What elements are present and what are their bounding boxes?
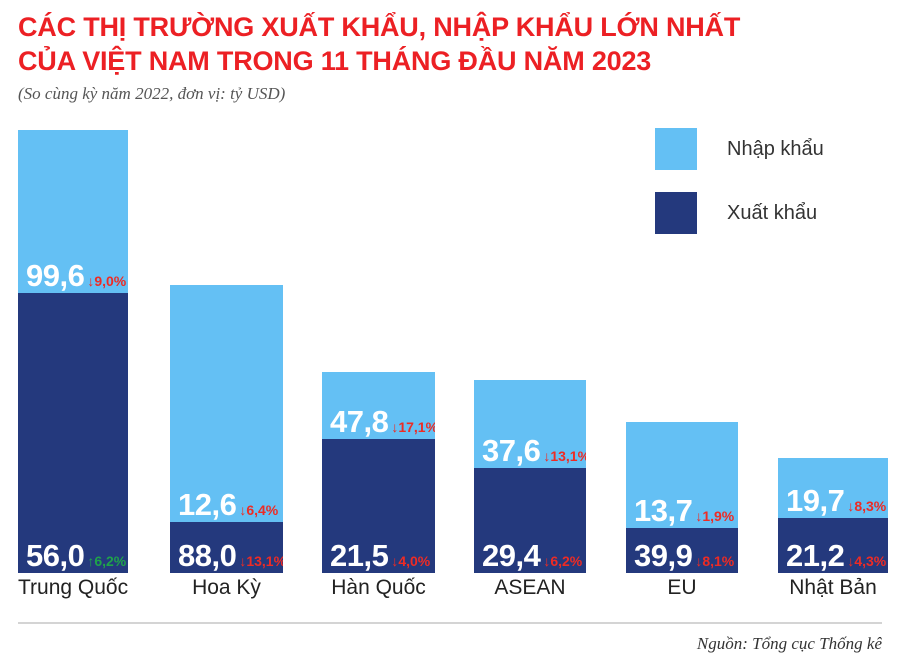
bar-label-import: 19,7 ↓8,3% — [786, 485, 886, 516]
bar-value-export: 21,5 — [330, 538, 389, 573]
bar-label-import: 99,6 ↓9,0% — [26, 260, 126, 291]
category-label: Hàn Quốc — [331, 576, 426, 599]
legend-swatch-import — [655, 128, 697, 170]
chart-legend: Nhập khẩu Xuất khẩu — [655, 128, 895, 256]
bar-label-export: 56,0 ↑6,2% — [26, 540, 126, 571]
bar-change-import: ↓17,1% — [391, 419, 435, 435]
bar-value-import: 99,6 — [26, 258, 85, 293]
bar-value-import: 19,7 — [786, 483, 845, 518]
bar-label-import: 12,6 ↓6,4% — [178, 489, 278, 520]
category-label: Nhật Bản — [789, 576, 877, 599]
bar-label-export: 21,2 ↓4,3% — [786, 540, 886, 571]
bar-label-import: 13,7 ↓1,9% — [634, 495, 734, 526]
bar-group[interactable]: 13,7 ↓1,9% 39,9 ↓8,1% — [626, 422, 738, 573]
legend-item-import: Nhập khẩu — [655, 128, 895, 170]
bar-label-import: 37,6 ↓13,1% — [482, 435, 586, 466]
chart-header: CÁC THỊ TRƯỜNG XUẤT KHẨU, NHẬP KHẨU LỚN … — [18, 10, 778, 104]
bar-segment-import[interactable]: 99,6 ↓9,0% — [18, 130, 128, 293]
category-label: EU — [667, 576, 697, 599]
bar-value-export: 21,2 — [786, 538, 845, 573]
category-label: Hoa Kỳ — [192, 576, 261, 599]
bar-segment-export[interactable]: 88,0 ↓13,1% — [170, 522, 283, 573]
bar-change-import: ↓13,1% — [543, 448, 586, 464]
bar-group[interactable]: 37,6 ↓13,1% 29,4 ↓6,2% — [474, 380, 586, 573]
bar-value-export: 88,0 — [178, 538, 237, 573]
bar-value-import: 13,7 — [634, 493, 693, 528]
bar-change-export: ↓4,0% — [391, 553, 431, 569]
bar-change-export: ↓13,1% — [239, 553, 283, 569]
bar-label-export: 29,4 ↓6,2% — [482, 540, 582, 571]
bar-group[interactable]: 12,6 ↓6,4% 88,0 ↓13,1% — [170, 285, 283, 573]
bar-change-import: ↓9,0% — [87, 273, 127, 289]
bar-change-import: ↓1,9% — [695, 508, 735, 524]
bar-label-export: 39,9 ↓8,1% — [634, 540, 734, 571]
legend-label-export: Xuất khẩu — [727, 201, 818, 224]
bar-group[interactable]: 19,7 ↓8,3% 21,2 ↓4,3% — [778, 458, 888, 573]
bar-group[interactable]: 47,8 ↓17,1% 21,5 ↓4,0% — [322, 372, 435, 573]
page-title-line-1: CÁC THỊ TRƯỜNG XUẤT KHẨU, NHẬP KHẨU LỚN … — [18, 12, 741, 42]
source-note: Nguồn: Tổng cục Thống kê — [696, 634, 882, 653]
bar-segment-import[interactable]: 12,6 ↓6,4% — [170, 285, 283, 522]
bar-change-export: ↓8,1% — [695, 553, 735, 569]
bar-segment-export[interactable]: 56,0 ↑6,2% — [18, 293, 128, 573]
bar-segment-export[interactable]: 29,4 ↓6,2% — [474, 468, 586, 573]
bar-value-import: 12,6 — [178, 487, 237, 522]
bar-value-import: 47,8 — [330, 404, 389, 439]
bar-change-export: ↓4,3% — [847, 553, 887, 569]
legend-label-import: Nhập khẩu — [727, 137, 824, 160]
category-label: ASEAN — [494, 576, 566, 599]
bar-segment-import[interactable]: 19,7 ↓8,3% — [778, 458, 888, 518]
bar-group[interactable]: 99,6 ↓9,0% 56,0 ↑6,2% — [18, 130, 128, 573]
bar-value-export: 56,0 — [26, 538, 85, 573]
legend-item-export: Xuất khẩu — [655, 192, 895, 234]
bar-segment-export[interactable]: 39,9 ↓8,1% — [626, 528, 738, 573]
category-label: Trung Quốc — [18, 576, 129, 599]
bar-segment-import[interactable]: 13,7 ↓1,9% — [626, 422, 738, 528]
chart-subtitle: (So cùng kỳ năm 2022, đơn vị: tỷ USD) — [18, 84, 286, 103]
bar-segment-import[interactable]: 47,8 ↓17,1% — [322, 372, 435, 439]
bar-label-export: 21,5 ↓4,0% — [330, 540, 430, 571]
category-axis: Trung Quốc Hoa Kỳ Hàn Quốc ASEAN EU Nhật Bản — [0, 576, 900, 610]
bar-label-export: 88,0 ↓13,1% — [178, 540, 283, 571]
footer-divider — [18, 622, 882, 624]
bar-change-import: ↓6,4% — [239, 502, 279, 518]
bar-change-import: ↓8,3% — [847, 498, 887, 514]
bar-value-import: 37,6 — [482, 433, 541, 468]
bar-value-export: 39,9 — [634, 538, 693, 573]
bar-label-import: 47,8 ↓17,1% — [330, 406, 435, 437]
bar-segment-export[interactable]: 21,2 ↓4,3% — [778, 518, 888, 573]
bar-segment-export[interactable]: 21,5 ↓4,0% — [322, 439, 435, 573]
bar-change-export: ↓6,2% — [543, 553, 583, 569]
chart-plot-area: 99,6 ↓9,0% 56,0 ↑6,2% 12,6 ↓6,4% 88,0 ↓13,1% 47,… — [18, 130, 888, 573]
bar-value-export: 29,4 — [482, 538, 541, 573]
bar-segment-import[interactable]: 37,6 ↓13,1% — [474, 380, 586, 468]
bar-change-export: ↑6,2% — [87, 553, 127, 569]
legend-swatch-export — [655, 192, 697, 234]
page-title-line-2: CỦA VIỆT NAM TRONG 11 THÁNG ĐẦU NĂM 2023 — [18, 46, 652, 76]
